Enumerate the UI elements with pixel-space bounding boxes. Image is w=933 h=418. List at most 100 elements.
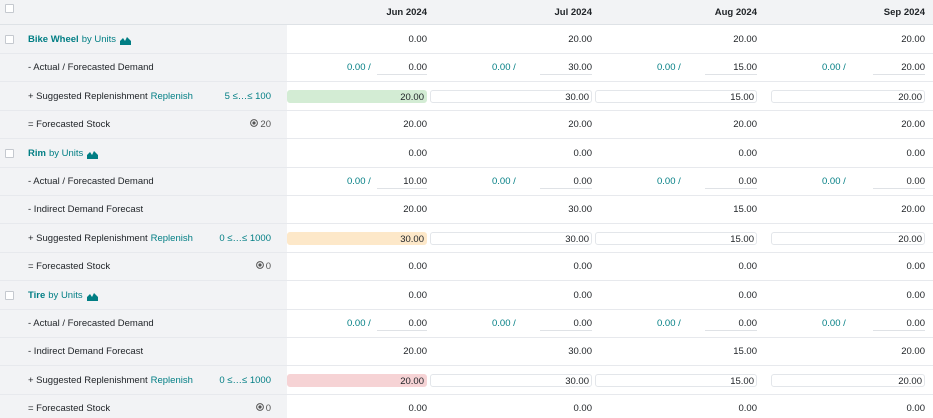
actual-demand-link[interactable]: 0.00 /: [347, 176, 371, 187]
product-uom-text: by Units: [81, 33, 117, 45]
safety-stock-bounds-link[interactable]: 5 ≤…≤ 100: [224, 90, 271, 102]
indirect-label-cell: - Indirect Demand Forecast: [0, 338, 207, 365]
forecasted-stock-mid-cell: 0: [207, 395, 287, 418]
forecasted-stock-row: = Forecasted Stock 0 0.00 0.00 0.00 0.00: [0, 395, 933, 418]
replenishment-qty-input[interactable]: 15.00: [595, 89, 757, 103]
replenishment-qty-input[interactable]: 20.00: [287, 373, 427, 387]
demand-cell-jun: 0.00 / 0.00: [287, 54, 430, 81]
replenishment-cell-aug: 15.00: [595, 366, 760, 394]
replenishment-label: + Suggested Replenishment: [28, 232, 148, 244]
product-checkbox[interactable]: [5, 290, 14, 300]
summary-value-sep: 0.00: [906, 147, 926, 159]
replenishment-row: + Suggested Replenishment Replenish 5 ≤…≤ …: [0, 82, 933, 111]
indirect-value-sep: 20.00: [901, 346, 925, 357]
summary-value-jul: 0.00: [573, 147, 593, 159]
replenishment-cell-jun: 30.00: [287, 224, 430, 252]
forecasted-stock-label-cell: = Forecasted Stock: [0, 111, 207, 138]
indirect-label-cell: - Indirect Demand Forecast: [0, 196, 207, 223]
forecast-demand-input[interactable]: 0.00: [377, 316, 427, 331]
replenish-link[interactable]: Replenish: [150, 232, 193, 244]
actual-demand-link[interactable]: 0.00 /: [822, 318, 846, 329]
demand-label-cell: - Actual / Forecasted Demand: [0, 168, 207, 195]
replenishment-cell-jul: 30.00: [430, 366, 595, 394]
summary-value-sep: 20.00: [901, 33, 925, 45]
actual-demand-link[interactable]: 0.00 /: [822, 62, 846, 73]
forecast-demand-input[interactable]: 10.00: [377, 174, 427, 189]
product-checkbox[interactable]: [5, 148, 14, 158]
replenishment-qty-input[interactable]: 30.00: [430, 373, 592, 387]
forecast-demand-input[interactable]: 0.00: [873, 316, 925, 331]
actual-demand-link[interactable]: 0.00 /: [822, 176, 846, 187]
forecast-demand-input[interactable]: 0.00: [377, 60, 427, 75]
actual-demand-link[interactable]: 0.00 /: [657, 318, 681, 329]
replenish-link[interactable]: Replenish: [150, 374, 193, 386]
demand-cell-jun: 0.00 / 10.00: [287, 168, 430, 195]
area-chart-icon[interactable]: [120, 36, 132, 45]
indirect-value-sep: 20.00: [901, 204, 925, 215]
forecasted-stock-label: = Forecasted Stock: [28, 261, 111, 272]
forecast-demand-input[interactable]: 30.00: [540, 60, 592, 75]
product-label-cell: Bike Wheel by Units: [0, 25, 207, 53]
replenishment-label: + Suggested Replenishment: [28, 374, 148, 386]
demand-cell-jul: 0.00 / 0.00: [430, 168, 595, 195]
actual-demand-link[interactable]: 0.00 /: [657, 62, 681, 73]
select-all-checkbox[interactable]: [5, 4, 14, 13]
actual-demand-link[interactable]: 0.00 /: [492, 176, 516, 187]
replenishment-qty-input[interactable]: 15.00: [595, 231, 757, 245]
product-name-link[interactable]: Rim: [28, 147, 46, 159]
stock-value-jul: 0.00: [573, 403, 593, 414]
replenishment-cell-aug: 15.00: [595, 224, 760, 252]
replenishment-cell-sep: 20.00: [760, 224, 933, 252]
demand-label-cell: - Actual / Forecasted Demand: [0, 54, 207, 81]
replenishment-qty-input[interactable]: 20.00: [771, 373, 925, 387]
forecast-demand-input[interactable]: 0.00: [540, 316, 592, 331]
product-checkbox[interactable]: [5, 34, 14, 44]
actual-demand-link[interactable]: 0.00 /: [347, 62, 371, 73]
forecast-demand-input[interactable]: 0.00: [705, 174, 757, 189]
product-row: Rim by Units 0.00 0.00 0.00 0.00: [0, 139, 933, 168]
forecast-demand-input[interactable]: 20.00: [873, 60, 925, 75]
product-name-link[interactable]: Tire: [28, 289, 46, 301]
replenishment-qty-input[interactable]: 30.00: [430, 89, 592, 103]
summary-value-aug: 0.00: [738, 289, 758, 301]
forecasted-stock-row: = Forecasted Stock 0 0.00 0.00 0.00 0.00: [0, 253, 933, 281]
safety-stock-bounds-link[interactable]: 0 ≤…≤ 1000: [219, 232, 271, 244]
forecast-demand-input[interactable]: 0.00: [540, 174, 592, 189]
replenishment-qty-input[interactable]: 30.00: [430, 231, 592, 245]
replenish-link[interactable]: Replenish: [150, 90, 193, 102]
replenishment-mid-cell: 0 ≤…≤ 1000: [207, 366, 287, 394]
indirect-demand-label: - Indirect Demand Forecast: [28, 204, 144, 215]
demand-cell-jul: 0.00 / 0.00: [430, 310, 595, 337]
forecast-demand-input[interactable]: 0.00: [873, 174, 925, 189]
product-row: Tire by Units 0.00 0.00 0.00 0.00: [0, 281, 933, 310]
forecasted-stock-label-cell: = Forecasted Stock: [0, 395, 207, 418]
current-stock-qty: 20: [260, 119, 271, 130]
warehouse-stock-icon: [250, 119, 260, 130]
demand-mid-cell: [207, 54, 287, 81]
month-header-aug: Aug 2024: [595, 0, 760, 24]
summary-value-sep: 0.00: [906, 289, 926, 301]
summary-value-jul: 0.00: [573, 289, 593, 301]
demand-row: - Actual / Forecasted Demand 0.00 /10.00 0…: [0, 168, 933, 196]
replenishment-cell-jul: 30.00: [430, 82, 595, 110]
current-stock: 20: [250, 119, 271, 130]
actual-demand-link[interactable]: 0.00 /: [347, 318, 371, 329]
replenishment-qty-input[interactable]: 20.00: [771, 231, 925, 245]
replenishment-qty-input[interactable]: 30.00: [287, 231, 427, 245]
safety-stock-bounds-link[interactable]: 0 ≤…≤ 1000: [219, 374, 271, 386]
forecast-demand-input[interactable]: 15.00: [705, 60, 757, 75]
replenishment-qty-input[interactable]: 20.00: [287, 89, 427, 103]
forecast-demand-input[interactable]: 0.00: [705, 316, 757, 331]
area-chart-icon[interactable]: [86, 292, 98, 301]
replenishment-cell-sep: 20.00: [760, 82, 933, 110]
actual-demand-link[interactable]: 0.00 /: [492, 62, 516, 73]
replenishment-qty-input[interactable]: 15.00: [595, 373, 757, 387]
replenishment-qty-input[interactable]: 20.00: [771, 89, 925, 103]
actual-demand-link[interactable]: 0.00 /: [657, 176, 681, 187]
actual-demand-link[interactable]: 0.00 /: [492, 318, 516, 329]
current-stock-qty: 0: [265, 261, 271, 272]
product-mid-cell: [207, 25, 287, 53]
product-name-link[interactable]: Bike Wheel: [28, 33, 79, 45]
area-chart-icon[interactable]: [87, 150, 99, 159]
